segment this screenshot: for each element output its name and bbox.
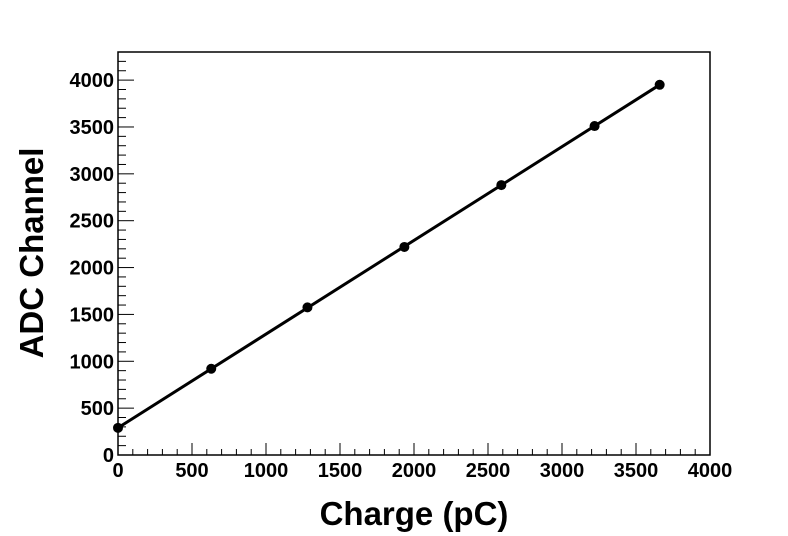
y-tick-label: 1000 (70, 351, 115, 373)
data-point (206, 363, 217, 374)
data-point (496, 180, 507, 191)
x-axis-ticks (117, 443, 711, 455)
y-axis-title: ADC Channel (13, 148, 50, 359)
x-tick-label: 2500 (466, 460, 511, 482)
x-tick-label: 2000 (392, 460, 437, 482)
x-axis-title: Charge (pC) (320, 495, 509, 532)
y-tick-label: 3500 (70, 117, 115, 139)
data-point (654, 79, 665, 90)
data-point (302, 302, 313, 313)
x-tick-label: 3500 (614, 460, 659, 482)
x-tick-label: 1000 (244, 460, 289, 482)
x-axis-tick-labels: 0 500 1000 1500 2000 2500 3000 3500 4000 (112, 460, 732, 482)
y-tick-label: 3000 (70, 164, 115, 186)
y-tick-label: 0 (103, 445, 114, 467)
data-point (399, 241, 410, 252)
y-tick-label: 2000 (70, 258, 115, 280)
x-tick-label: 3000 (540, 460, 585, 482)
y-axis-ticks (118, 51, 134, 456)
fit-line (117, 83, 661, 430)
y-axis-tick-labels: 0 500 1000 1500 2000 2500 3000 3500 4000 (70, 70, 115, 467)
x-tick-label: 1500 (318, 460, 363, 482)
y-tick-label: 1500 (70, 304, 115, 326)
x-tick-label: 0 (112, 460, 123, 482)
x-tick-label: 4000 (688, 460, 733, 482)
plot-frame (117, 51, 711, 456)
x-tick-label: 500 (175, 460, 208, 482)
data-series (113, 79, 665, 433)
data-point (113, 422, 123, 433)
data-point (589, 121, 600, 132)
y-tick-label: 4000 (70, 70, 115, 92)
y-tick-label: 500 (81, 398, 114, 420)
y-tick-label: 2500 (70, 211, 115, 233)
